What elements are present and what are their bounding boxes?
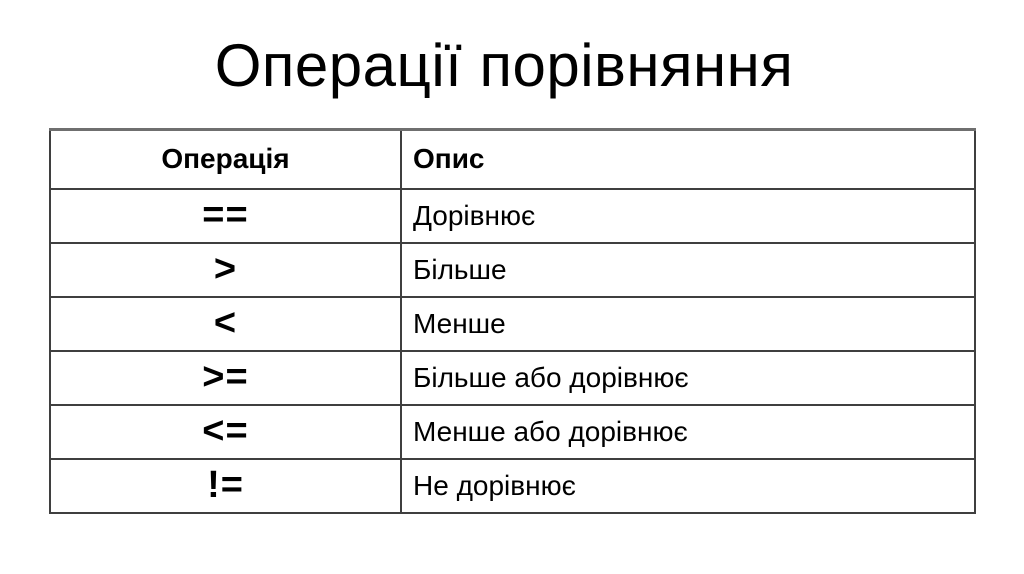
operation-cell: < <box>49 295 402 352</box>
operation-cell: <= <box>49 403 402 460</box>
table-row: == Дорівнює <box>49 187 976 244</box>
table-row: >= Більше або дорівнює <box>49 349 976 406</box>
table-header-row: Операція Опис <box>49 128 976 190</box>
column-header-operation: Операція <box>49 128 402 190</box>
description-cell: Менше або дорівнює <box>400 403 976 460</box>
description-cell: Більше або дорівнює <box>400 349 976 406</box>
table-row: <= Менше або дорівнює <box>49 403 976 460</box>
slide-title: Операції порівняння <box>214 32 794 99</box>
table-row: != Не дорівнює <box>49 457 976 514</box>
description-cell: Дорівнює <box>400 187 976 244</box>
comparison-operations-table: Операція Опис == Дорівнює > Більше < Мен… <box>49 128 976 514</box>
table-row: > Більше <box>49 241 976 298</box>
description-cell: Більше <box>400 241 976 298</box>
operation-cell: != <box>49 457 402 514</box>
column-header-description: Опис <box>400 128 976 190</box>
description-cell: Не дорівнює <box>400 457 976 514</box>
operation-cell: > <box>49 241 402 298</box>
operation-cell: == <box>49 187 402 244</box>
operation-cell: >= <box>49 349 402 406</box>
description-cell: Менше <box>400 295 976 352</box>
table-row: < Менше <box>49 295 976 352</box>
